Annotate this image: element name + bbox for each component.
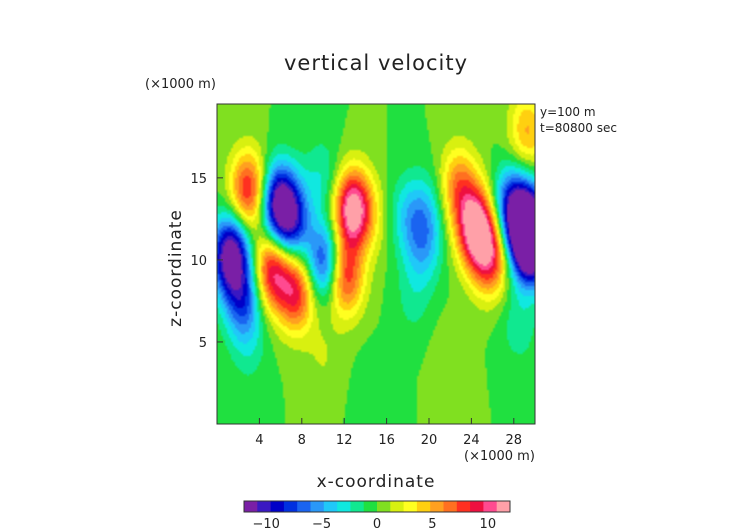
x-axis-label: x-coordinate bbox=[317, 472, 436, 492]
annotation-y: y=100 m bbox=[540, 105, 596, 119]
x-tick-label: 8 bbox=[298, 433, 306, 448]
colorbar-swatch bbox=[403, 501, 418, 512]
x-unit-label: (×1000 m) bbox=[464, 449, 535, 464]
colorbar-swatch bbox=[363, 501, 378, 512]
chart-title: vertical velocity bbox=[284, 51, 468, 75]
heatmap-plot-area bbox=[216, 103, 536, 425]
colorbar bbox=[243, 500, 511, 513]
colorbar-tick-label: −10 bbox=[252, 517, 279, 532]
colorbar-tick-label: −5 bbox=[312, 517, 331, 532]
colorbar-swatch bbox=[390, 501, 404, 512]
colorbar-swatch bbox=[443, 501, 458, 512]
x-tick-label: 24 bbox=[463, 433, 480, 448]
x-tick-label: 20 bbox=[421, 433, 438, 448]
colorbar-swatch bbox=[244, 501, 258, 512]
colorbar-swatch bbox=[350, 501, 365, 512]
x-tick-label: 4 bbox=[255, 433, 263, 448]
colorbar-frame bbox=[243, 500, 511, 513]
colorbar-swatch bbox=[323, 501, 338, 512]
y-tick-label: 15 bbox=[190, 172, 207, 187]
colorbar-swatch bbox=[270, 501, 285, 512]
colorbar-swatch bbox=[377, 501, 391, 512]
colorbar-tick-label: 5 bbox=[428, 517, 436, 532]
colorbar-swatch bbox=[456, 501, 471, 512]
heatmap-image bbox=[217, 104, 535, 424]
colorbar-tick-label: 0 bbox=[373, 517, 381, 532]
x-axis: 4 8 12 16 20 24 28 bbox=[255, 418, 522, 448]
colorbar-swatch bbox=[483, 501, 498, 512]
colorbar-tick-label: 10 bbox=[480, 517, 497, 532]
colorbar-ticks: −10 −5 0 5 10 bbox=[252, 517, 496, 532]
x-tick-label: 28 bbox=[506, 433, 523, 448]
y-tick-label: 10 bbox=[190, 254, 207, 269]
colorbar-swatch bbox=[337, 501, 351, 512]
y-axis: 5 10 15 bbox=[190, 172, 223, 351]
annotation-t: t=80800 sec bbox=[540, 121, 617, 135]
y-axis-label: z-coordinate bbox=[166, 209, 186, 327]
colorbar-swatch bbox=[430, 501, 444, 512]
colorbar-swatch bbox=[283, 501, 298, 512]
y-unit-label: (×1000 m) bbox=[145, 77, 216, 92]
colorbar-swatch bbox=[257, 501, 271, 512]
y-tick-label: 5 bbox=[199, 336, 207, 351]
colorbar-swatch bbox=[470, 501, 484, 512]
x-tick-label: 12 bbox=[336, 433, 353, 448]
colorbar-swatch bbox=[310, 501, 325, 512]
plot-frame bbox=[216, 103, 536, 425]
colorbar-swatch bbox=[496, 501, 511, 512]
x-tick-label: 16 bbox=[378, 433, 395, 448]
colorbar-swatch bbox=[416, 501, 431, 512]
colorbar-swatch bbox=[297, 501, 311, 512]
